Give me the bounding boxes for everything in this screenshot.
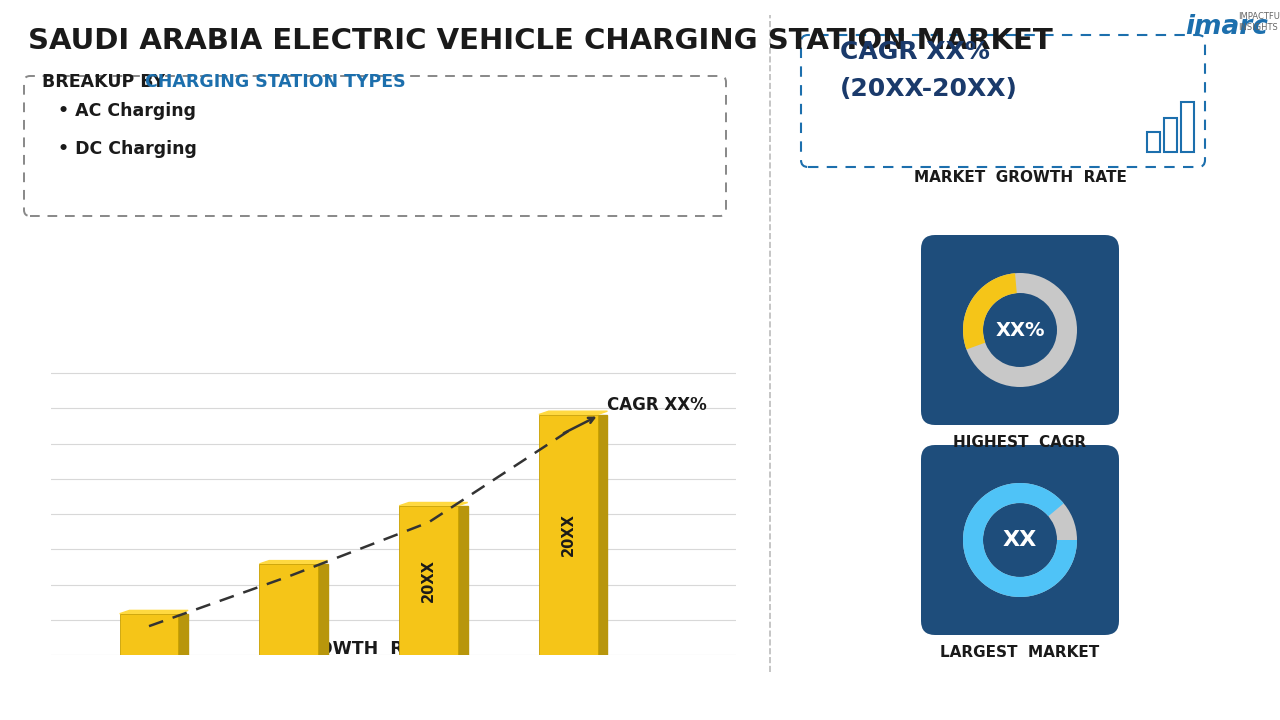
Text: imarc: imarc	[1185, 14, 1268, 40]
Polygon shape	[539, 411, 608, 415]
Bar	[260, 564, 319, 655]
Wedge shape	[963, 273, 1016, 349]
Text: GROWTH  RATE: GROWTH RATE	[291, 640, 440, 658]
Wedge shape	[963, 483, 1076, 597]
Polygon shape	[399, 503, 467, 505]
FancyBboxPatch shape	[922, 445, 1119, 635]
Text: 20XX: 20XX	[561, 513, 576, 557]
Text: XX%: XX%	[996, 320, 1044, 340]
Text: IMPACTFUL
INSIGHTS: IMPACTFUL INSIGHTS	[1238, 12, 1280, 32]
Wedge shape	[963, 273, 1076, 387]
Bar	[399, 505, 458, 655]
Text: • DC Charging: • DC Charging	[58, 140, 197, 158]
Text: LARGEST  MARKET: LARGEST MARKET	[941, 645, 1100, 660]
Text: CAGR XX%: CAGR XX%	[840, 40, 989, 64]
Polygon shape	[319, 564, 328, 655]
FancyBboxPatch shape	[1181, 102, 1194, 152]
Wedge shape	[963, 483, 1076, 597]
Text: • AC Charging: • AC Charging	[58, 102, 196, 120]
FancyBboxPatch shape	[801, 35, 1204, 167]
Polygon shape	[458, 505, 467, 655]
Polygon shape	[260, 561, 328, 564]
Polygon shape	[120, 611, 188, 613]
Text: 20XX: 20XX	[421, 559, 436, 602]
Text: BREAKUP BY: BREAKUP BY	[42, 73, 172, 91]
Text: (20XX-20XX): (20XX-20XX)	[840, 77, 1018, 101]
Text: XX: XX	[1002, 530, 1037, 550]
Bar	[120, 613, 178, 655]
Bar	[539, 415, 598, 655]
FancyBboxPatch shape	[922, 235, 1119, 425]
Polygon shape	[178, 613, 188, 655]
FancyBboxPatch shape	[1164, 118, 1178, 152]
FancyBboxPatch shape	[1147, 132, 1160, 152]
Polygon shape	[598, 415, 608, 655]
Text: CHARGING STATION TYPES: CHARGING STATION TYPES	[145, 73, 406, 91]
Text: SAUDI ARABIA ELECTRIC VEHICLE CHARGING STATION MARKET: SAUDI ARABIA ELECTRIC VEHICLE CHARGING S…	[28, 27, 1052, 55]
Text: CAGR XX%: CAGR XX%	[608, 396, 707, 414]
Text: HIGHEST  CAGR: HIGHEST CAGR	[954, 435, 1087, 450]
FancyBboxPatch shape	[24, 76, 726, 216]
Text: MARKET  GROWTH  RATE: MARKET GROWTH RATE	[914, 170, 1126, 185]
